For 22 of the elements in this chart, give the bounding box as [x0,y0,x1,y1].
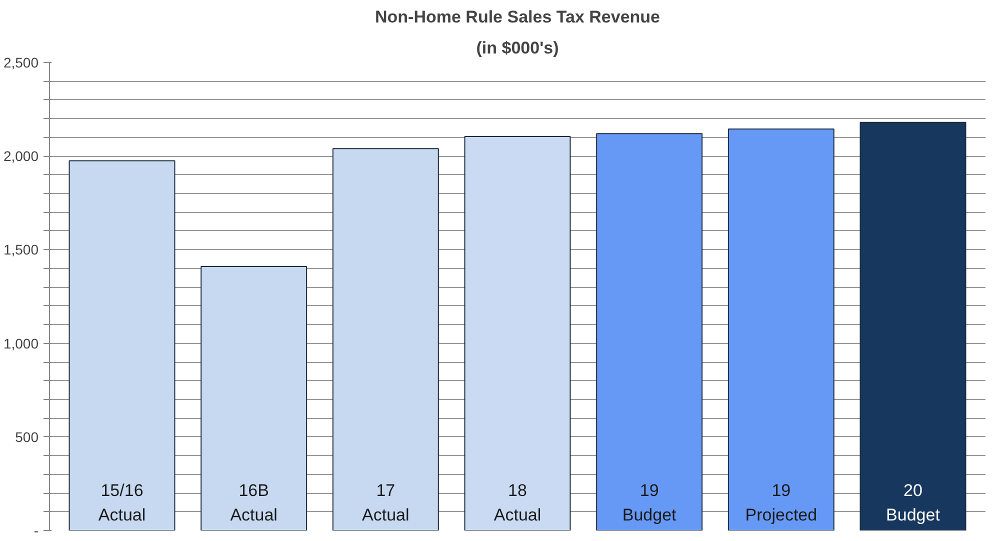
x-tick-label: 17 Actual [362,480,410,524]
bar [596,133,703,530]
x-tick-label: 19 Budget [622,480,677,524]
bar [332,148,439,530]
bar [68,160,176,530]
y-tick-label: 2,500 [3,54,39,70]
bar [200,266,308,530]
x-tick-label: 18 Actual [494,480,542,524]
bar [860,122,966,530]
y-tick-label: 1,000 [3,335,39,352]
x-tick-label: 15/16 Actual [98,480,146,524]
chart-title: Non-Home Rule Sales Tax Revenue [375,8,660,26]
y-tick-label: 1,500 [3,242,39,258]
bar [728,128,834,530]
x-tick-label: 19 Projected [745,480,818,524]
y-tick-label: 500 [15,428,39,445]
y-tick-label: 2,000 [3,148,39,164]
y-tick-label: - [34,522,39,538]
bar [464,136,571,530]
x-tick-label: 20 Budget [886,480,940,524]
chart-subtitle: (in $000's) [476,38,559,58]
x-tick-label: 16B Actual [230,480,278,524]
